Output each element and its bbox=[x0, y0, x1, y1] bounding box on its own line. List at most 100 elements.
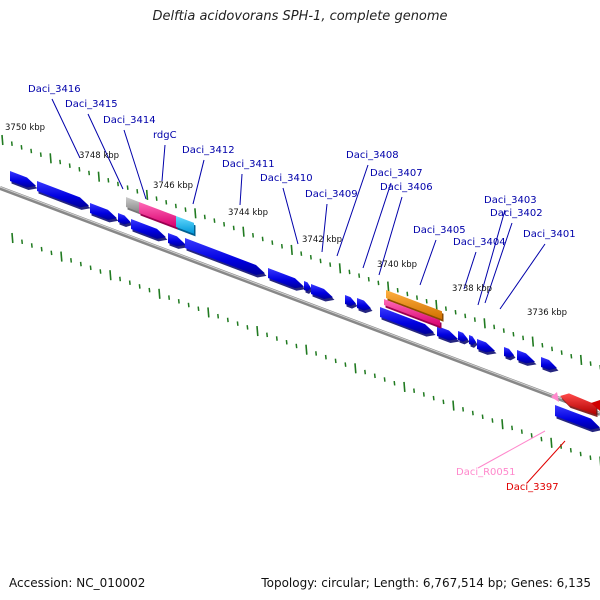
gene-arrow-daci-3409[interactable] bbox=[268, 268, 306, 291]
scale-tick bbox=[560, 350, 563, 355]
ncrna-marker[interactable] bbox=[551, 392, 559, 402]
scale-tick bbox=[242, 226, 245, 237]
gene-label[interactable]: Daci_3404 bbox=[453, 237, 506, 248]
scale-tick bbox=[39, 152, 42, 157]
scale-tick bbox=[197, 306, 200, 312]
gene-arrow-daci-3411[interactable] bbox=[168, 233, 188, 249]
gene-arrow-daci-3403[interactable] bbox=[477, 339, 497, 355]
scale-tick bbox=[10, 141, 13, 146]
scale-tick bbox=[491, 418, 494, 423]
gene-arrow-daci-3416[interactable] bbox=[10, 171, 38, 190]
scale-tick bbox=[520, 429, 523, 434]
gene-arrow-daci-3405[interactable] bbox=[437, 326, 460, 344]
scale-tick bbox=[550, 437, 553, 448]
gene-arrow-daci-3401[interactable] bbox=[541, 357, 559, 373]
scale-tick bbox=[338, 263, 342, 274]
scale-tick bbox=[116, 181, 119, 187]
gene-label[interactable]: Daci_3402 bbox=[490, 208, 543, 219]
label-leader-line bbox=[192, 159, 205, 205]
gene-arrow-daci-3407a[interactable] bbox=[345, 295, 358, 309]
scale-tick bbox=[442, 399, 445, 405]
scale-tick bbox=[70, 258, 73, 263]
gene-label[interactable]: Daci_3397 bbox=[506, 482, 559, 493]
gene-label[interactable]: Daci_3408 bbox=[346, 150, 399, 161]
gene-label[interactable]: Daci_3414 bbox=[103, 115, 156, 126]
gene-arrow-daci-3404[interactable] bbox=[469, 335, 478, 348]
gene-arrow-rdgc[interactable] bbox=[118, 213, 133, 227]
scale-tick bbox=[444, 306, 447, 311]
scale-tick bbox=[493, 324, 496, 330]
scale-tick bbox=[425, 298, 428, 304]
gene-arrow-daci-3402[interactable] bbox=[504, 347, 516, 361]
label-leader-line bbox=[477, 430, 546, 469]
scale-tick bbox=[266, 332, 269, 338]
gene-arrow-daci-3398[interactable] bbox=[555, 405, 600, 433]
gene-arrow-daci-3412[interactable] bbox=[131, 219, 168, 242]
trna-bar[interactable] bbox=[176, 216, 196, 237]
gene-label[interactable]: Daci_3410 bbox=[260, 173, 313, 184]
rrna-bar-2[interactable] bbox=[384, 299, 442, 329]
gene-label[interactable]: Daci_3415 bbox=[65, 99, 118, 110]
misc-feature-bar[interactable] bbox=[386, 290, 444, 322]
label-leader-line bbox=[87, 113, 124, 190]
gene-arrow-daci-3397[interactable] bbox=[560, 393, 598, 418]
rrna-bar[interactable] bbox=[139, 202, 178, 230]
gene-label[interactable]: Daci_3407 bbox=[370, 168, 423, 179]
scale-tick bbox=[271, 240, 274, 245]
scale-tick bbox=[261, 236, 264, 242]
scale-tick bbox=[128, 280, 131, 285]
scale-label: 3748 kbp bbox=[79, 151, 119, 161]
scale-tick bbox=[79, 261, 82, 267]
scale-tick bbox=[119, 276, 122, 282]
gene-label[interactable]: Daci_3406 bbox=[380, 182, 433, 193]
gene-arrow-daci-3415[interactable] bbox=[37, 181, 91, 210]
gene-arrow-daci-3401a[interactable] bbox=[517, 350, 537, 366]
scale-tick bbox=[415, 295, 418, 300]
feature-track[interactable] bbox=[10, 171, 600, 433]
backbone-highlight bbox=[0, 186, 600, 414]
scale-tick bbox=[481, 414, 484, 420]
scale-tick bbox=[367, 276, 370, 282]
gene-arrow-daci-3407[interactable] bbox=[357, 298, 373, 314]
pseudogene-bar[interactable] bbox=[126, 197, 141, 215]
gene-label[interactable]: Daci_3411 bbox=[222, 159, 275, 170]
scale-tick bbox=[109, 270, 112, 281]
scale-tick bbox=[184, 207, 187, 212]
scale-tick bbox=[364, 369, 367, 375]
gene-label[interactable]: Daci_3403 bbox=[484, 195, 537, 206]
scale-tick bbox=[354, 363, 357, 374]
scale-tick bbox=[373, 373, 376, 379]
gene-label[interactable]: Daci_3405 bbox=[413, 225, 466, 236]
gene-arrow-daci-3404a[interactable] bbox=[458, 331, 470, 345]
scale-tick bbox=[285, 339, 288, 345]
gene-arrow-daci-3406[interactable] bbox=[380, 307, 436, 337]
gene-arrow-edge[interactable] bbox=[591, 400, 600, 411]
scale-tick bbox=[155, 196, 158, 201]
gene-label[interactable]: Daci_3409 bbox=[305, 189, 358, 200]
scale-tick bbox=[324, 354, 327, 360]
gene-arrow-daci-3408[interactable] bbox=[311, 284, 335, 302]
gene-arrow-daci-3414[interactable] bbox=[90, 203, 119, 223]
accession-label: Accession: bbox=[9, 576, 73, 590]
scale-tick bbox=[406, 291, 409, 297]
label-leader-line bbox=[419, 239, 437, 286]
gene-label[interactable]: Daci_R0051 bbox=[456, 467, 516, 478]
scale-tick bbox=[315, 351, 318, 356]
scale-tick bbox=[462, 407, 465, 412]
gene-label[interactable]: Daci_3401 bbox=[523, 229, 576, 240]
scale-tick bbox=[579, 354, 583, 365]
label-leader-line bbox=[336, 164, 369, 257]
genome-backbone bbox=[0, 186, 600, 416]
gene-labels[interactable]: Daci_3416 Daci_3415 Daci_3414 rdgC Daci_3412… bbox=[28, 84, 576, 493]
gene-label[interactable]: Daci_3416 bbox=[28, 84, 81, 95]
gene-label[interactable]: rdgC bbox=[153, 130, 177, 141]
scale-tick bbox=[300, 251, 303, 256]
scale-tick bbox=[165, 200, 168, 205]
scale-tick bbox=[387, 281, 390, 292]
gene-arrow-daci-3410[interactable] bbox=[185, 238, 267, 278]
gene-arrow-daci-3409b[interactable] bbox=[304, 281, 313, 294]
scale-tick bbox=[512, 331, 515, 337]
gene-label[interactable]: Daci_3412 bbox=[182, 145, 235, 156]
scale-tick bbox=[174, 203, 177, 209]
